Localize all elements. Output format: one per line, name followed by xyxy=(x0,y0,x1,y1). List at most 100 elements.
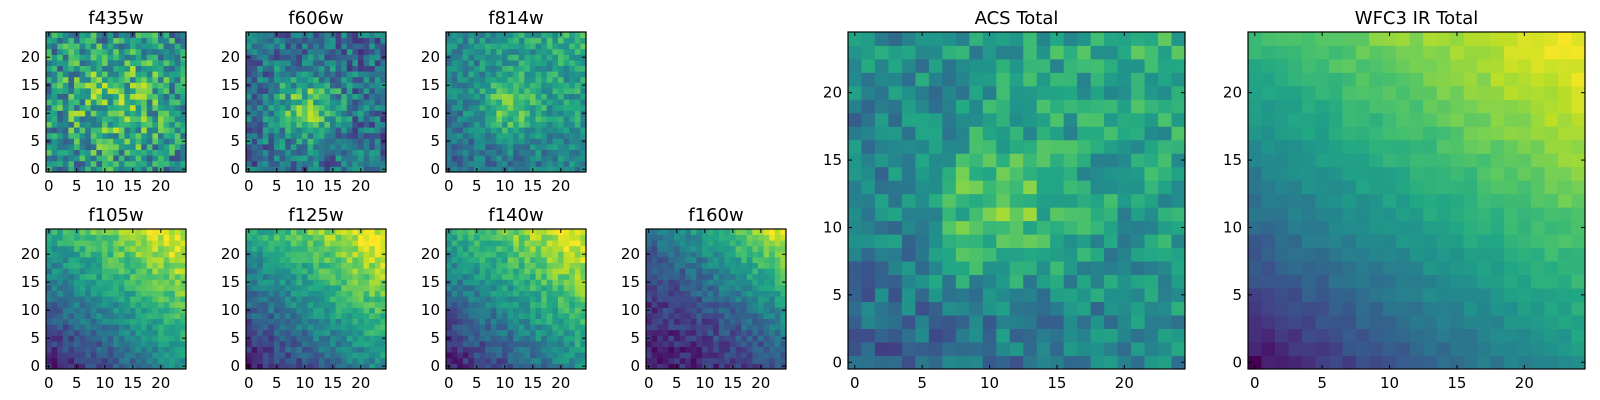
heatmap-cell xyxy=(369,279,376,286)
heatmap-cell xyxy=(474,290,480,297)
heatmap-cell xyxy=(369,121,376,128)
heatmap-cell xyxy=(513,121,520,128)
heatmap-cell xyxy=(51,234,58,241)
heatmap-cell xyxy=(374,32,381,38)
heatmap-cell xyxy=(113,110,120,117)
heatmap-cell xyxy=(307,65,314,72)
heatmap-cell xyxy=(257,313,264,319)
heatmap-cell xyxy=(296,245,303,252)
heatmap-cell xyxy=(324,166,331,173)
heatmap-cell xyxy=(524,166,531,173)
x-tick-label: 10 xyxy=(495,374,514,392)
heatmap-cell xyxy=(257,32,264,38)
heatmap-cell xyxy=(46,352,52,359)
heatmap-cell xyxy=(146,32,153,38)
heatmap-cell xyxy=(118,352,125,359)
heatmap-cell xyxy=(490,335,497,342)
heatmap-cell xyxy=(279,296,286,303)
heatmap-cell xyxy=(374,329,381,336)
heatmap-cell xyxy=(79,301,86,308)
heatmap-cell xyxy=(485,285,492,291)
heatmap-cell xyxy=(1077,220,1092,235)
heatmap-cell xyxy=(502,318,508,325)
heatmap-cell xyxy=(107,296,114,303)
heatmap-cell xyxy=(358,341,364,347)
heatmap-cell xyxy=(262,296,269,303)
heatmap-cell xyxy=(769,245,776,252)
heatmap-cell xyxy=(496,121,503,128)
heatmap-cell xyxy=(257,307,264,314)
heatmap-cell xyxy=(942,315,957,329)
heatmap-cell xyxy=(346,318,353,325)
heatmap-cell xyxy=(507,229,514,235)
heatmap-cell xyxy=(502,296,508,303)
heatmap-cell xyxy=(996,180,1011,195)
heatmap-cell xyxy=(558,155,564,162)
heatmap-cell xyxy=(524,307,531,314)
heatmap-cell xyxy=(724,307,731,314)
heatmap-cell xyxy=(85,82,92,89)
heatmap-cell xyxy=(152,54,159,61)
heatmap-cell xyxy=(915,166,930,181)
heatmap-cell xyxy=(679,262,686,269)
heatmap-cell xyxy=(296,341,303,347)
heatmap-cell xyxy=(169,273,176,280)
heatmap-cell xyxy=(51,307,58,314)
heatmap-cell xyxy=(696,324,703,331)
heatmap-cell xyxy=(674,279,680,286)
heatmap-cell xyxy=(674,268,680,275)
heatmap-cell xyxy=(369,357,376,364)
heatmap-cell xyxy=(346,296,353,303)
heatmap-cell xyxy=(352,262,359,269)
heatmap-cell xyxy=(457,279,464,286)
heatmap-cell xyxy=(363,352,370,359)
heatmap-cell xyxy=(546,296,553,303)
heatmap-cell xyxy=(546,82,553,89)
heatmap-cell xyxy=(769,313,776,319)
heatmap-cell xyxy=(68,257,75,263)
heatmap-cell xyxy=(574,313,581,319)
heatmap-cell xyxy=(180,352,187,359)
heatmap-cell xyxy=(118,43,125,50)
heatmap-cell xyxy=(152,48,159,55)
heatmap-cell xyxy=(57,93,64,100)
heatmap-cell xyxy=(341,363,348,370)
heatmap-cell xyxy=(302,65,308,72)
heatmap-cell xyxy=(982,166,997,181)
heatmap-cell xyxy=(363,88,370,94)
heatmap-cell xyxy=(552,273,559,280)
heatmap-cell xyxy=(535,88,542,94)
heatmap-cell xyxy=(262,110,269,117)
heatmap-cell xyxy=(446,37,452,44)
heatmap-cell xyxy=(1063,261,1078,276)
heatmap-cell xyxy=(702,262,708,269)
heatmap-cell xyxy=(569,104,576,111)
heatmap-cell xyxy=(569,132,576,139)
heatmap-cell xyxy=(580,296,587,303)
heatmap-cell xyxy=(141,262,148,269)
heatmap-cell xyxy=(296,273,303,280)
heatmap-cell xyxy=(369,166,376,173)
heatmap-cell xyxy=(774,229,781,235)
heatmap-cell xyxy=(251,99,258,106)
heatmap-cell xyxy=(290,262,297,269)
heatmap-cell xyxy=(274,60,280,66)
heatmap-cell xyxy=(257,88,264,94)
heatmap-cell xyxy=(158,318,164,325)
heatmap-cell xyxy=(774,234,781,241)
heatmap-cell xyxy=(569,285,576,291)
heatmap-cell xyxy=(679,279,686,286)
heatmap-cell xyxy=(901,274,916,289)
heatmap-cell xyxy=(74,104,80,111)
heatmap-cell xyxy=(462,262,469,269)
heatmap-cell xyxy=(85,357,92,364)
heatmap-cell xyxy=(85,279,92,286)
heatmap-cell xyxy=(724,290,731,297)
heatmap-cell xyxy=(580,268,587,275)
heatmap-cell xyxy=(152,76,159,83)
heatmap-cell xyxy=(107,346,114,353)
heatmap-cell xyxy=(1077,180,1092,195)
heatmap-cell xyxy=(496,329,503,336)
heatmap-cell xyxy=(62,132,69,139)
heatmap-cell xyxy=(746,251,753,258)
